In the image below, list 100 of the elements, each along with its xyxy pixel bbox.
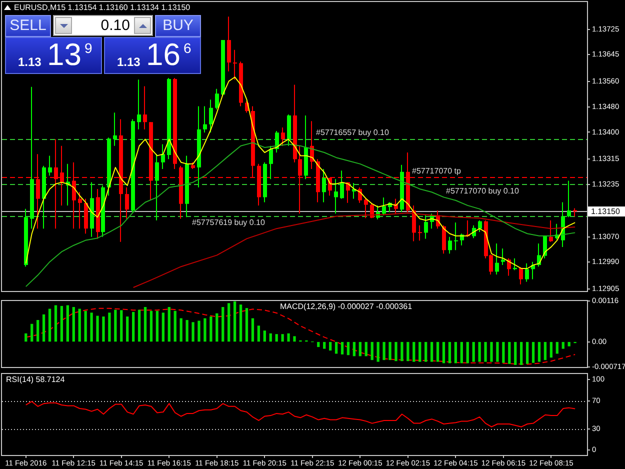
bar xyxy=(114,310,117,342)
bar xyxy=(126,316,129,342)
bar xyxy=(269,333,272,342)
bar xyxy=(180,318,182,342)
chart-title: RSI(14) 58.7124 xyxy=(6,375,66,384)
bar xyxy=(245,308,248,342)
bar xyxy=(532,342,535,363)
bar xyxy=(317,342,320,348)
bar xyxy=(406,342,410,362)
bar xyxy=(448,342,452,364)
chart-title: MACD(12,26,9) -0.000027 -0.000361 xyxy=(280,302,413,312)
bar xyxy=(216,313,218,342)
ref-line-label: #57757619 buy 0.10 xyxy=(192,218,266,228)
bar xyxy=(400,342,404,362)
bar xyxy=(436,342,440,362)
bar xyxy=(78,308,81,342)
annotation: 1.13 16$^{6}$ xyxy=(117,37,192,72)
bar xyxy=(257,326,260,342)
bar xyxy=(239,304,242,342)
chart-title: EURUSD,M15 1.13154 1.13160 1.13134 1.13150 xyxy=(14,3,191,12)
candlestick xyxy=(113,112,117,146)
bar xyxy=(328,342,332,351)
bar xyxy=(42,314,46,342)
bar xyxy=(382,342,386,360)
bar xyxy=(186,320,188,342)
bar xyxy=(514,342,517,365)
candlestick xyxy=(418,225,422,241)
bar xyxy=(287,333,290,342)
bar xyxy=(204,318,206,342)
bar xyxy=(484,342,487,362)
ref-line-label: 1.13150 xyxy=(591,207,620,216)
sell-price-box: 1.13 13$^{9}$ xyxy=(5,37,102,74)
bar xyxy=(346,342,350,356)
bar xyxy=(478,342,481,362)
bar xyxy=(222,307,224,342)
bar xyxy=(198,320,200,342)
ref-line-label: #57717070 tp xyxy=(412,166,462,176)
annotation: 1.13 13$^{9}$ xyxy=(18,37,92,72)
bar xyxy=(60,306,64,342)
bar xyxy=(36,320,40,342)
bar xyxy=(526,342,529,364)
bar xyxy=(48,308,52,342)
bar xyxy=(430,342,434,362)
bar xyxy=(120,310,123,342)
bar xyxy=(233,301,236,342)
bar xyxy=(352,342,356,356)
bar xyxy=(168,307,170,342)
bar xyxy=(156,310,159,342)
bar xyxy=(54,305,58,342)
bar xyxy=(358,342,362,356)
bar xyxy=(388,342,392,360)
ref-line-label: #57717070 buy 0.10 xyxy=(446,186,520,196)
bar xyxy=(538,342,541,362)
bar xyxy=(24,333,28,342)
bar xyxy=(192,322,194,342)
bar xyxy=(562,342,564,349)
bar xyxy=(508,342,511,364)
bar xyxy=(90,312,93,342)
bar xyxy=(424,342,428,362)
bar xyxy=(96,316,99,342)
bar xyxy=(454,342,458,364)
bar xyxy=(174,310,176,342)
bar xyxy=(442,342,446,364)
bar xyxy=(323,342,326,349)
bar xyxy=(293,336,296,342)
buy-price-box: 1.13 16$^{6}$ xyxy=(104,37,201,74)
bar xyxy=(568,342,570,346)
bar xyxy=(472,342,475,362)
bar xyxy=(550,342,553,358)
candlestick xyxy=(454,222,458,250)
bar xyxy=(544,342,547,360)
bar xyxy=(466,342,469,364)
bar xyxy=(340,342,344,354)
bar xyxy=(66,305,69,342)
bar xyxy=(275,334,278,342)
sell-button: SELL xyxy=(5,15,51,37)
bar xyxy=(334,342,338,354)
bar xyxy=(502,342,505,363)
bar xyxy=(370,342,374,360)
bar xyxy=(108,312,111,342)
buy-button: BUY xyxy=(155,15,201,37)
bar xyxy=(210,316,212,342)
lot-size-field: 0.10 xyxy=(53,15,153,36)
candlestick xyxy=(233,50,237,80)
bar xyxy=(556,342,558,354)
bar xyxy=(150,310,153,342)
bar xyxy=(138,310,141,342)
bar xyxy=(102,316,105,342)
bar xyxy=(496,342,499,362)
bar xyxy=(30,324,34,342)
bar xyxy=(263,330,266,342)
bar xyxy=(412,342,416,362)
bar xyxy=(364,342,368,356)
bar xyxy=(72,307,75,342)
bar xyxy=(418,342,422,362)
bar xyxy=(84,310,87,342)
bar xyxy=(228,303,230,342)
bar xyxy=(394,342,398,362)
ref-line-label: #57716557 buy 0.10 xyxy=(316,128,390,137)
bar xyxy=(132,312,135,342)
